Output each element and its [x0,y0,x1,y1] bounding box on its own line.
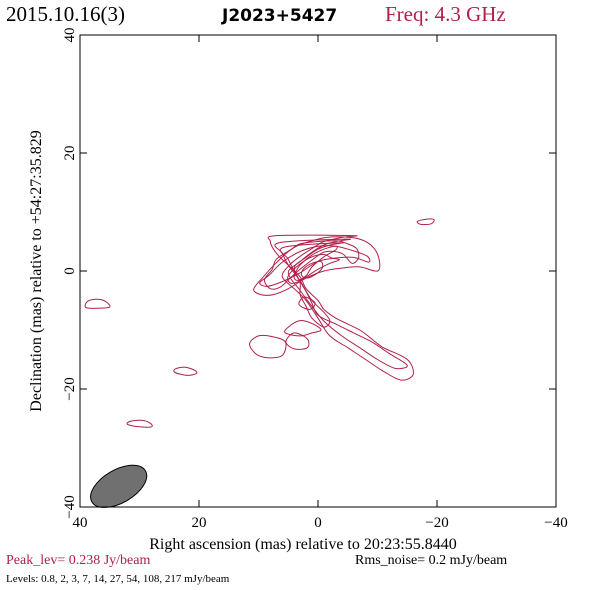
contour-levels: Levels: 0.8, 2, 3, 7, 14, 27, 54, 108, 2… [6,573,230,585]
axis-ticks [79,34,557,508]
peak-level: Peak_lev= 0.238 Jy/beam [6,553,151,568]
contour-line [263,240,360,290]
tick-labels: 40 20 0 −20 −40 −40 −20 0 20 40 [62,28,568,532]
contour-line [173,366,198,376]
contour-line [259,245,371,287]
contour-line [249,334,287,359]
x-axis-label: Right ascension (mas) relative to 20:23:… [149,536,457,553]
y-tick-label: 0 [62,267,78,275]
contour-line [284,320,322,337]
y-axis-label: Declination (mas) relative to +54:27:35.… [28,130,45,411]
x-tick-label: −40 [544,515,567,531]
beam-layer [90,464,148,508]
contour-layer [84,218,435,428]
rms-noise: Rms_noise= 0.2 mJy/beam [355,553,508,568]
y-tick-label: −20 [62,377,78,400]
source-name: J2023+5427 [222,6,338,26]
contour-line [300,260,324,279]
contour-line [126,419,153,428]
x-tick-label: 0 [314,515,322,531]
x-tick-label: 20 [192,515,207,531]
y-tick-label: 20 [62,146,78,161]
contour-line [416,218,435,226]
frequency-label: Freq: 4.3 GHz [385,2,506,26]
contour-line [285,332,310,350]
contour-line [253,236,381,296]
x-tick-label: −20 [425,515,448,531]
y-tick-label: −40 [62,495,78,518]
y-tick-label: 40 [62,28,78,43]
contour-line [84,298,111,309]
contour-line [298,296,316,310]
plot-frame [79,34,557,508]
x-tick-label: 40 [73,515,88,531]
contour-line [293,245,338,281]
contour-line [287,253,340,284]
beam-ellipse [90,464,148,508]
epoch-label: 2015.10.16(3) [6,2,125,26]
